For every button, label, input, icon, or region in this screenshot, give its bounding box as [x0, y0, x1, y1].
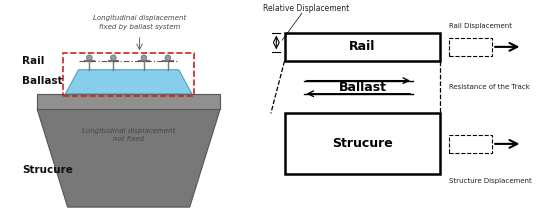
Circle shape — [165, 55, 170, 61]
Text: Structure Displacement: Structure Displacement — [449, 178, 531, 184]
Text: Strucure: Strucure — [332, 137, 393, 150]
Polygon shape — [65, 70, 192, 94]
Circle shape — [87, 55, 92, 61]
Text: Rail Displacement: Rail Displacement — [449, 23, 511, 29]
Text: Ballast: Ballast — [338, 81, 386, 94]
Text: Ballast: Ballast — [22, 76, 63, 86]
Bar — [285, 33, 441, 61]
Text: Resistance of the Track: Resistance of the Track — [449, 84, 530, 90]
Bar — [449, 38, 492, 56]
Text: Strucure: Strucure — [22, 165, 73, 175]
Text: Rail: Rail — [349, 40, 376, 53]
Bar — [285, 113, 441, 174]
Circle shape — [110, 55, 116, 61]
Text: Relative Displacement: Relative Displacement — [263, 4, 349, 13]
Bar — [449, 135, 492, 153]
Text: Longitudinal displacement
fixed by ballast system: Longitudinal displacement fixed by balla… — [93, 15, 186, 29]
Text: Longitudinal displacement
not fixed: Longitudinal displacement not fixed — [82, 128, 175, 142]
Bar — [37, 94, 220, 109]
Text: Rail: Rail — [22, 56, 44, 66]
Polygon shape — [37, 109, 220, 207]
Bar — [63, 53, 194, 96]
Circle shape — [141, 55, 147, 61]
